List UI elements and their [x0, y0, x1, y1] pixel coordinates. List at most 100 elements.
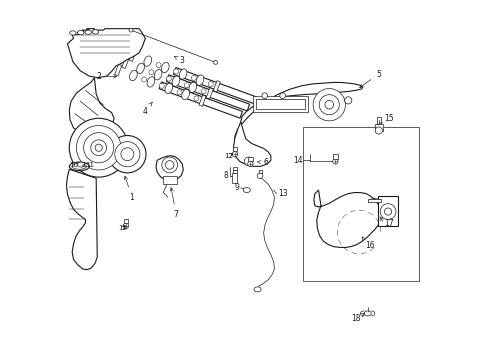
Bar [122, 57, 129, 68]
Bar [159, 82, 243, 118]
Bar [233, 167, 237, 170]
Bar [163, 176, 177, 184]
Ellipse shape [129, 70, 137, 81]
Circle shape [333, 159, 338, 164]
Ellipse shape [243, 188, 250, 193]
Circle shape [325, 100, 334, 109]
Text: 10: 10 [69, 162, 78, 168]
Text: 13: 13 [278, 189, 288, 198]
Bar [378, 197, 398, 226]
Bar [248, 157, 253, 161]
Circle shape [214, 60, 218, 64]
Text: 17: 17 [384, 219, 394, 228]
Bar [173, 68, 257, 104]
Circle shape [159, 83, 164, 88]
Circle shape [257, 173, 263, 179]
Bar [375, 124, 383, 131]
Text: 5: 5 [360, 70, 381, 87]
Circle shape [156, 63, 161, 68]
Ellipse shape [147, 77, 155, 87]
Bar [129, 50, 136, 61]
Circle shape [319, 95, 339, 115]
Text: 7: 7 [170, 188, 178, 219]
Text: 12: 12 [118, 225, 127, 231]
Circle shape [149, 70, 154, 75]
Text: 2: 2 [97, 72, 117, 81]
Circle shape [166, 161, 174, 169]
Circle shape [245, 157, 253, 166]
Ellipse shape [77, 31, 84, 35]
Ellipse shape [172, 76, 180, 86]
Bar [368, 199, 381, 202]
Bar [253, 96, 309, 112]
Circle shape [95, 144, 102, 151]
Text: 16: 16 [362, 237, 375, 250]
Circle shape [129, 28, 133, 32]
Circle shape [167, 76, 172, 81]
Text: 12: 12 [224, 153, 233, 159]
Circle shape [69, 118, 128, 177]
Circle shape [173, 69, 178, 74]
Ellipse shape [179, 69, 187, 79]
Circle shape [192, 76, 196, 81]
Text: 15: 15 [384, 114, 394, 123]
Text: 11: 11 [85, 162, 95, 168]
Polygon shape [234, 122, 271, 166]
Ellipse shape [144, 56, 151, 66]
Ellipse shape [165, 83, 172, 94]
Ellipse shape [154, 69, 162, 80]
Ellipse shape [92, 30, 98, 34]
Circle shape [201, 89, 206, 94]
Text: 4: 4 [143, 102, 152, 116]
Circle shape [208, 82, 213, 87]
Circle shape [184, 83, 189, 87]
Ellipse shape [161, 62, 169, 73]
Circle shape [194, 96, 199, 101]
Circle shape [247, 161, 253, 167]
Circle shape [109, 135, 146, 173]
Ellipse shape [254, 287, 261, 292]
Circle shape [313, 89, 345, 121]
Text: 1: 1 [124, 176, 134, 202]
Text: 6: 6 [257, 158, 268, 167]
Circle shape [121, 148, 134, 161]
Ellipse shape [69, 162, 89, 171]
Ellipse shape [364, 311, 371, 316]
Bar [213, 81, 220, 92]
Circle shape [115, 141, 140, 167]
Circle shape [123, 223, 129, 229]
Bar [206, 88, 213, 99]
Circle shape [142, 77, 147, 82]
Circle shape [380, 204, 396, 220]
Circle shape [385, 208, 392, 215]
Bar [259, 170, 262, 173]
Bar [199, 95, 206, 106]
Ellipse shape [196, 75, 204, 85]
Circle shape [375, 127, 382, 134]
Text: 8: 8 [224, 171, 229, 180]
Bar [166, 75, 249, 111]
Bar [232, 173, 238, 183]
Polygon shape [68, 29, 146, 78]
Polygon shape [235, 82, 363, 147]
Ellipse shape [85, 30, 92, 35]
Polygon shape [314, 190, 382, 247]
Bar [333, 154, 338, 159]
Bar [303, 127, 418, 281]
Polygon shape [156, 156, 183, 181]
Circle shape [262, 93, 268, 99]
Bar [233, 147, 237, 152]
Circle shape [84, 133, 114, 163]
Ellipse shape [72, 163, 87, 169]
Text: 9: 9 [235, 183, 240, 192]
Ellipse shape [77, 162, 85, 167]
Ellipse shape [70, 31, 76, 35]
Text: 14: 14 [293, 156, 302, 165]
Circle shape [280, 93, 286, 99]
Circle shape [232, 152, 238, 157]
Text: 3: 3 [174, 56, 185, 66]
Polygon shape [67, 169, 97, 270]
Bar [377, 117, 381, 125]
Ellipse shape [137, 63, 145, 73]
Circle shape [344, 97, 352, 104]
